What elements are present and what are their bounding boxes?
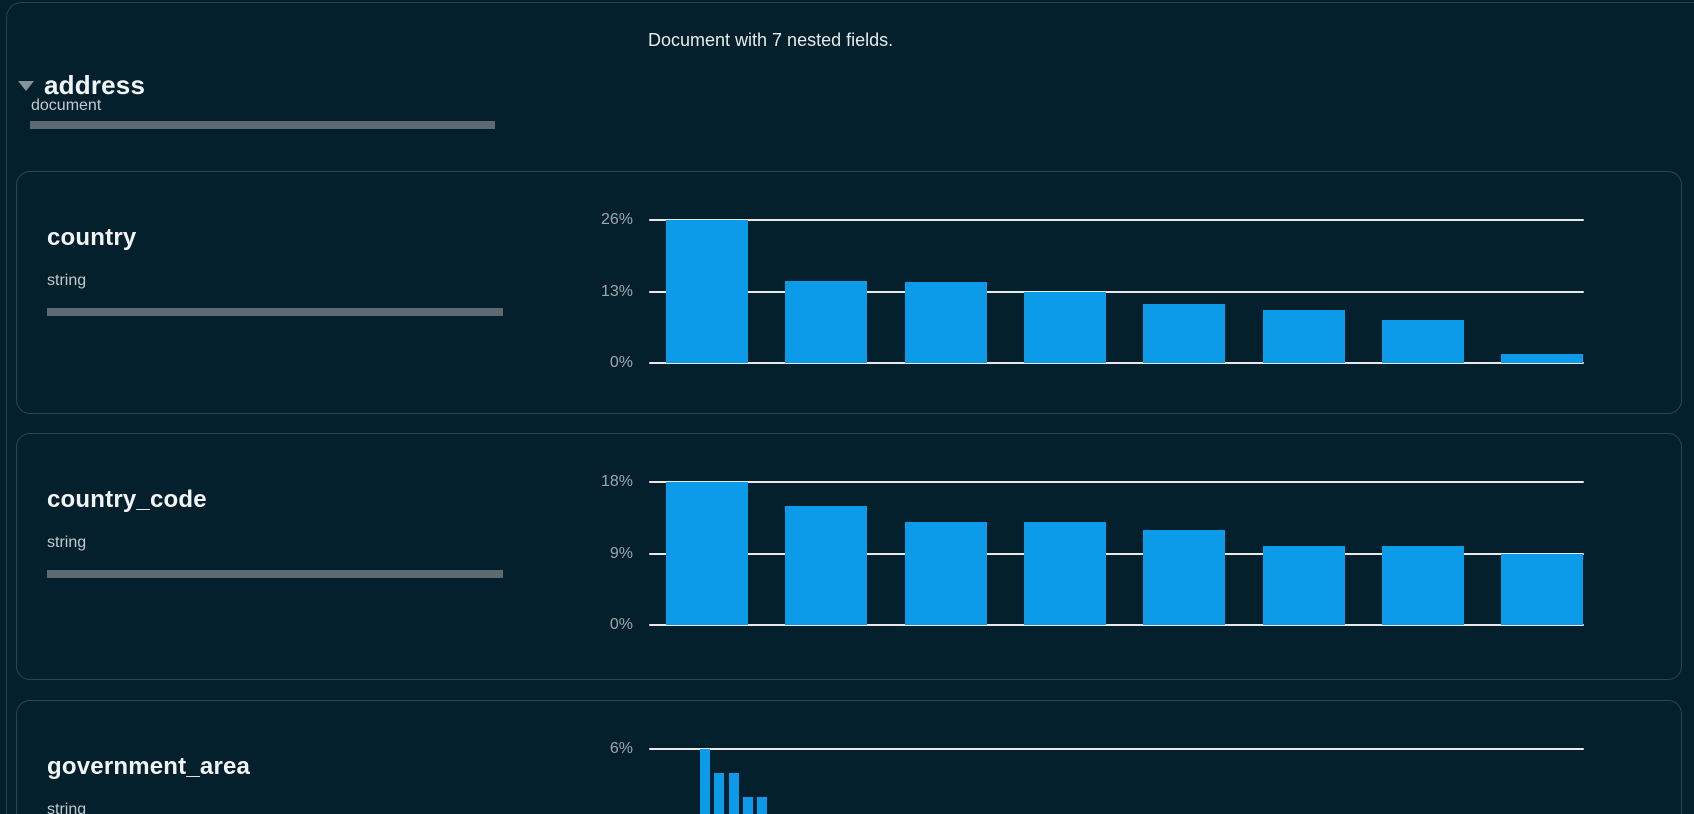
type-distribution-bar[interactable]: [47, 570, 503, 578]
field-type-label: string: [47, 801, 87, 814]
field-type-label: document: [31, 97, 102, 114]
y-axis-label: 0%: [609, 616, 633, 633]
distribution-bar[interactable]: [714, 772, 725, 814]
type-distribution-bar[interactable]: [47, 308, 503, 316]
distribution-bar[interactable]: [666, 220, 748, 363]
y-axis-label: 6%: [609, 740, 633, 757]
field-name: country_code: [47, 486, 207, 513]
distribution-bar[interactable]: [1501, 354, 1584, 363]
nested-fields-summary: Document with 7 nested fields.: [648, 30, 894, 50]
field-type-label: string: [47, 534, 87, 551]
distribution-bar[interactable]: [1381, 545, 1464, 625]
value-distribution-chart: 26% 13% 0%: [601, 211, 1584, 371]
y-axis-label: 3%: [533, 811, 633, 814]
y-axis-label: 0%: [609, 354, 633, 371]
field-card-country-code: country_code string 18% 9% 0%: [16, 433, 1682, 680]
type-distribution-bar[interactable]: [30, 121, 495, 129]
chart-gridline: [649, 290, 1584, 293]
y-axis-label: 9%: [609, 544, 633, 562]
chart-gridline: [649, 552, 1584, 555]
distribution-bar[interactable]: [785, 281, 868, 363]
field-card-government-area: government_area string 6%3%0%: [16, 700, 1682, 814]
distribution-bar[interactable]: [1023, 521, 1106, 625]
distribution-bar[interactable]: [904, 281, 987, 363]
distribution-bar[interactable]: [1262, 545, 1345, 625]
value-distribution-chart: 18% 9% 0%: [601, 473, 1584, 633]
y-axis-label: 13%: [600, 282, 633, 300]
distribution-bar[interactable]: [785, 505, 868, 625]
chart-gridline: [649, 362, 1584, 364]
caret-down-icon[interactable]: [18, 81, 34, 91]
distribution-bar[interactable]: [700, 749, 710, 814]
distribution-bar[interactable]: [1023, 291, 1106, 363]
field-name-address[interactable]: address: [44, 70, 146, 100]
field-name: country: [47, 224, 137, 251]
chart-gridline: [649, 481, 1584, 483]
field-name: government_area: [47, 753, 251, 780]
distribution-bar[interactable]: [728, 772, 739, 814]
distribution-bar[interactable]: [1143, 304, 1226, 363]
distribution-bar[interactable]: [757, 796, 768, 814]
distribution-bar[interactable]: [1262, 309, 1345, 363]
distribution-bar[interactable]: [666, 482, 748, 625]
distribution-bar[interactable]: [904, 521, 987, 625]
distribution-bar[interactable]: [742, 796, 753, 814]
field-type-label: string: [47, 272, 87, 289]
value-distribution-chart: 6%3%0%: [610, 740, 1584, 814]
y-axis-label: 26%: [600, 211, 633, 228]
field-card-country: country string 26% 13% 0%: [16, 171, 1682, 414]
chart-gridline: [649, 748, 1584, 750]
y-axis-label: 18%: [600, 473, 633, 490]
distribution-bar[interactable]: [1381, 320, 1464, 363]
chart-gridline: [649, 219, 1584, 221]
chart-gridline: [649, 624, 1584, 626]
distribution-bar[interactable]: [1143, 529, 1226, 625]
distribution-bar[interactable]: [1501, 553, 1584, 625]
address-document-container: [6, 2, 1694, 814]
